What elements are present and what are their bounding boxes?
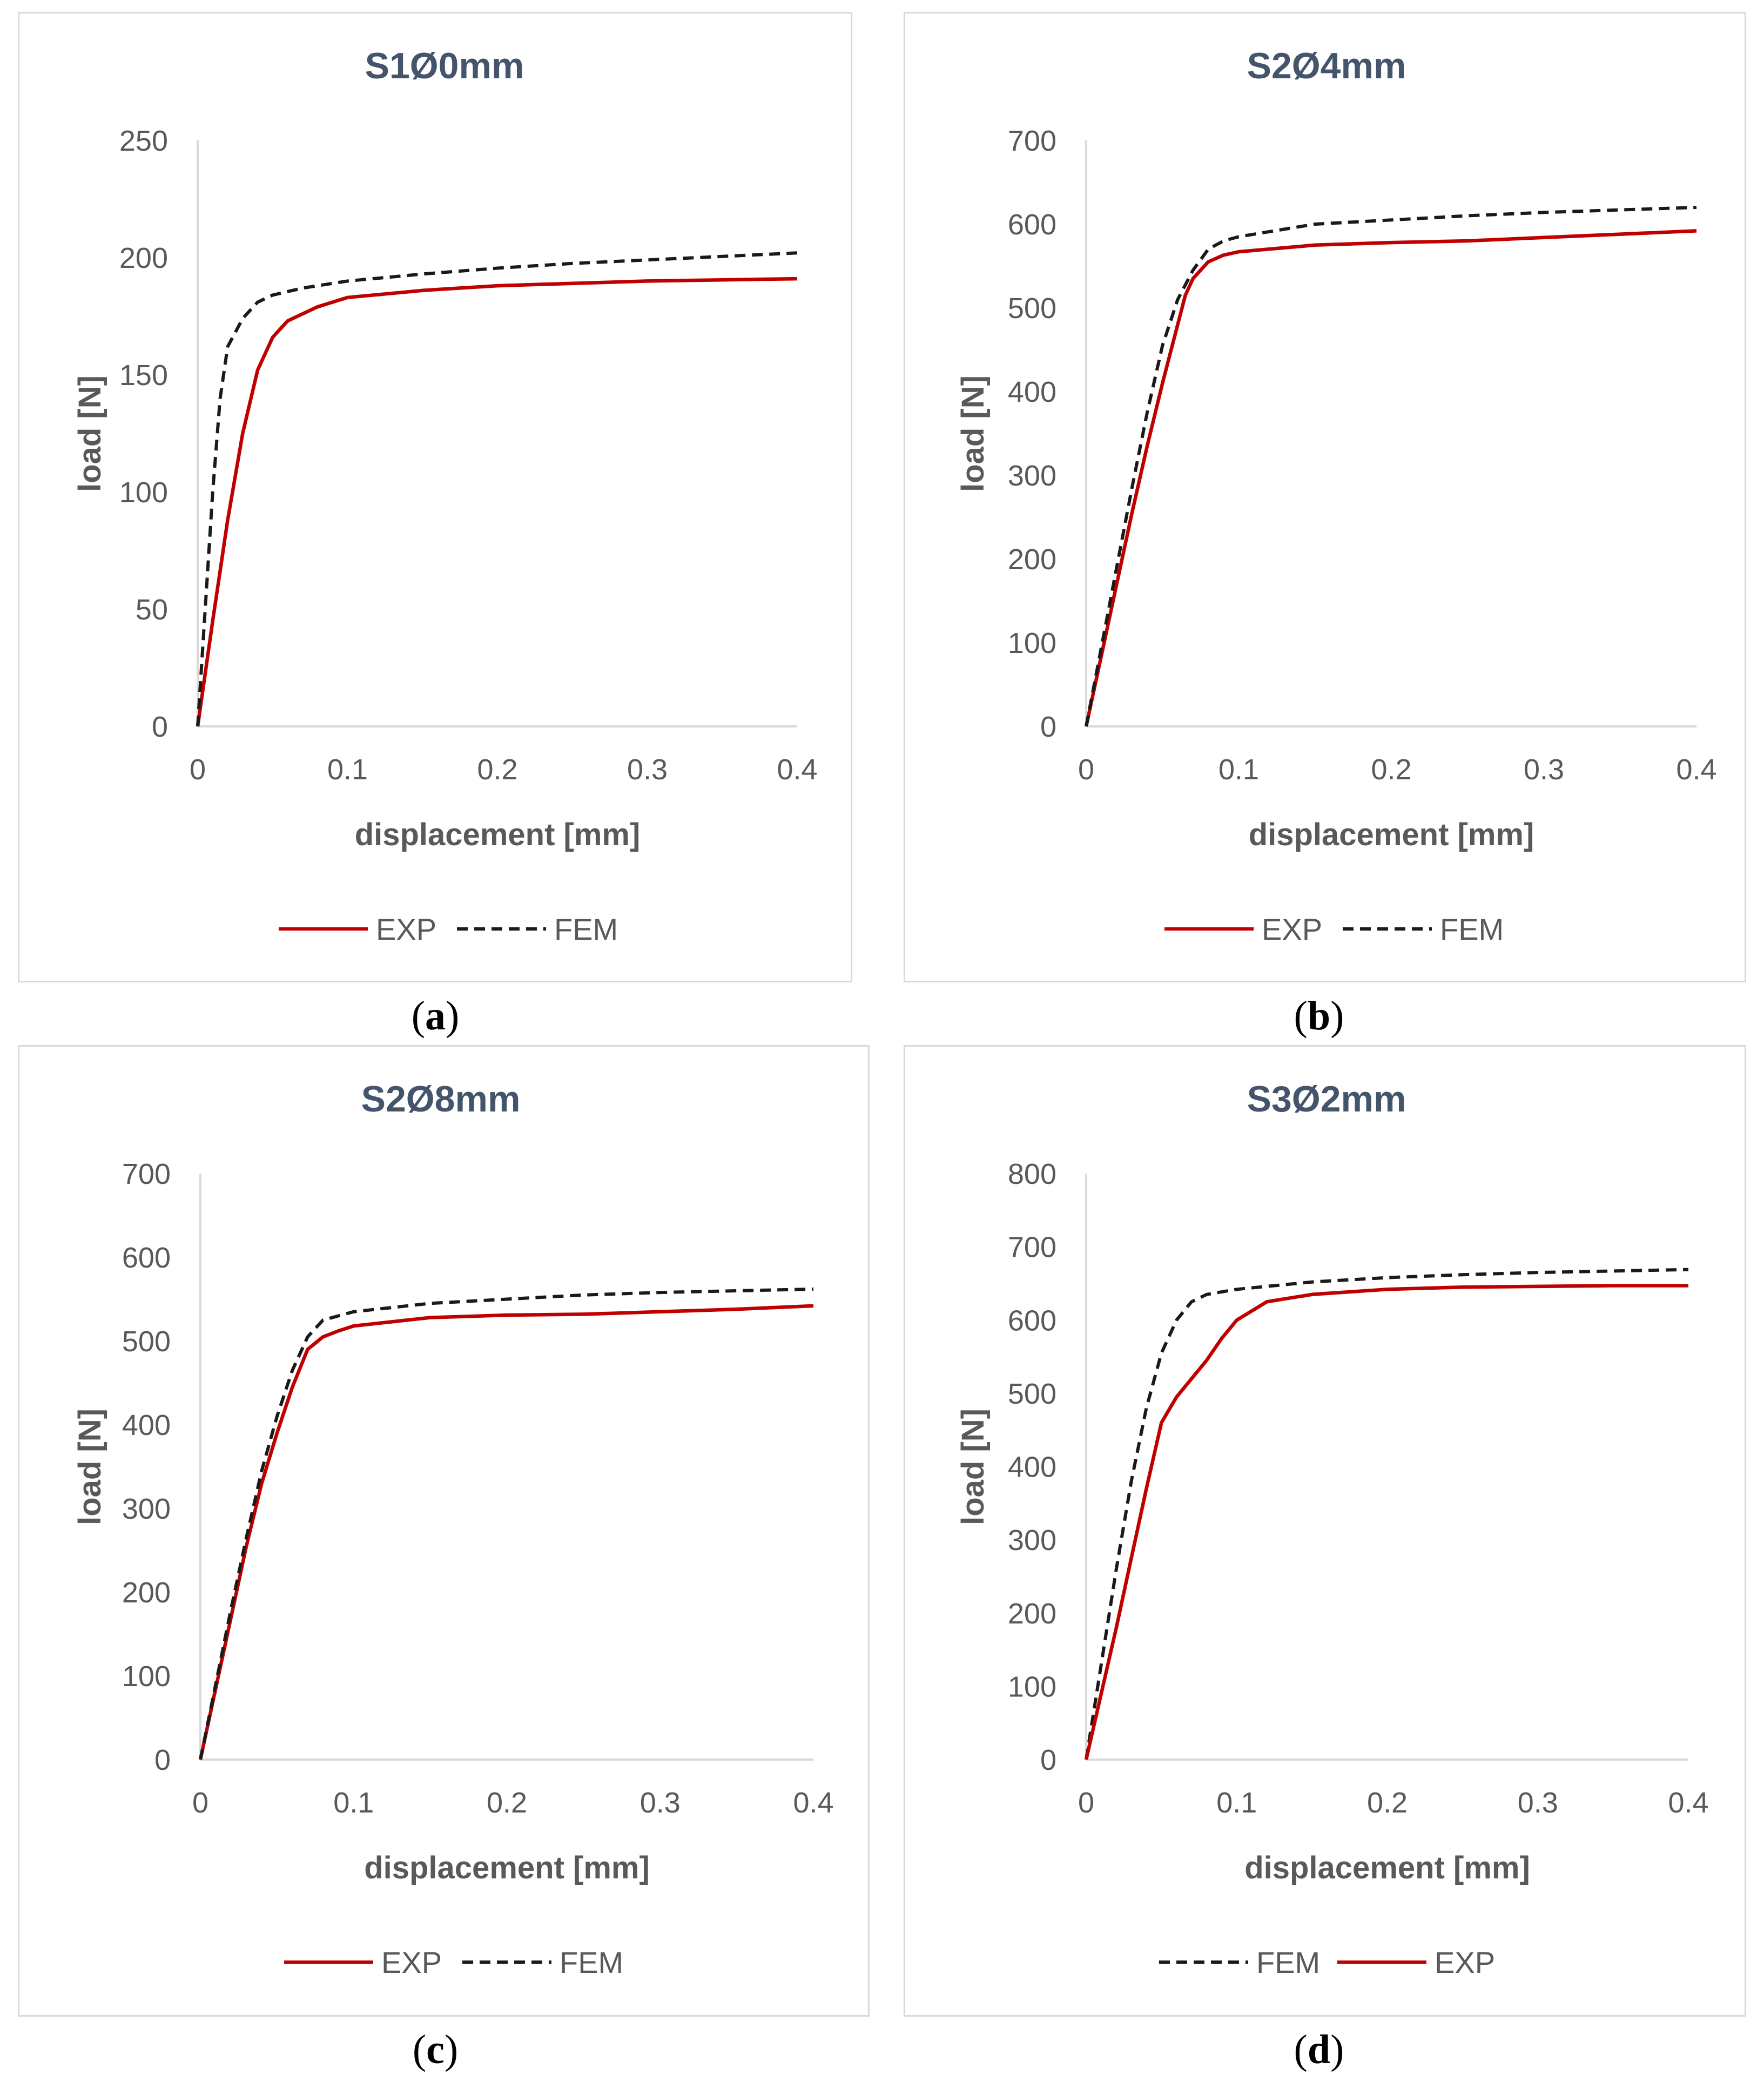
y-tick-label: 500 bbox=[1008, 1378, 1056, 1410]
y-tick-label: 250 bbox=[119, 125, 168, 157]
y-tick-label: 200 bbox=[1008, 1598, 1056, 1630]
y-tick-label: 300 bbox=[122, 1493, 171, 1525]
series-line-exp bbox=[1084, 1284, 1688, 1760]
y-tick-label: 400 bbox=[1008, 376, 1056, 408]
legend-label-exp: EXP bbox=[381, 1945, 442, 1979]
y-tick-label: 200 bbox=[119, 242, 168, 274]
y-tick-label: 200 bbox=[122, 1576, 171, 1609]
panel-caption-d: (d) bbox=[1294, 2027, 1344, 2072]
y-tick-label: 0 bbox=[154, 1744, 171, 1776]
y-axis-label: load [N] bbox=[72, 1409, 107, 1525]
chart-svg-b: S2Ø4mm 0 100 200 300 400 500 600 700 0 0.1 0.2 0.3 0.… bbox=[955, 45, 1717, 946]
y-tick-label: 700 bbox=[1008, 1231, 1056, 1264]
legend-label-fem: FEM bbox=[1256, 1945, 1320, 1979]
x-tick-label: 0.3 bbox=[1524, 753, 1564, 786]
x-tick-label: 0.3 bbox=[1518, 1787, 1558, 1819]
y-tick-label: 600 bbox=[122, 1242, 171, 1274]
y-tick-label: 0 bbox=[1040, 1744, 1056, 1776]
legend-label-fem: FEM bbox=[554, 912, 618, 946]
chart-title: S2Ø4mm bbox=[1247, 45, 1406, 86]
y-tick-label: 600 bbox=[1008, 208, 1056, 241]
y-tick-label: 100 bbox=[1008, 627, 1056, 659]
panel-caption-a: (a) bbox=[411, 993, 460, 1039]
x-tick-label: 0 bbox=[1078, 753, 1094, 786]
chart-title: S3Ø2mm bbox=[1247, 1079, 1406, 1120]
y-tick-label: 100 bbox=[1008, 1670, 1056, 1703]
y-tick-label: 700 bbox=[1008, 125, 1056, 157]
chart-panel-d: S3Ø2mm 0 100 200 300 400 500 600 700 800 0 0.1 0.2 0.… bbox=[904, 1045, 1746, 2017]
y-tick-label: 0 bbox=[152, 711, 168, 743]
chart-title: S2Ø8mm bbox=[361, 1079, 521, 1120]
y-tick-label: 300 bbox=[1008, 1524, 1056, 1557]
x-tick-label: 0.1 bbox=[333, 1787, 374, 1819]
x-tick-label: 0.4 bbox=[1668, 1787, 1708, 1819]
x-axis-label: displacement [mm] bbox=[1249, 817, 1534, 852]
x-tick-label: 0.4 bbox=[793, 1787, 833, 1819]
y-tick-label: 0 bbox=[1040, 711, 1056, 743]
y-tick-label: 400 bbox=[1008, 1451, 1056, 1484]
x-axis-label: displacement [mm] bbox=[364, 1850, 650, 1885]
y-tick-label: 400 bbox=[122, 1409, 171, 1441]
chart-panel-a: S1Ø0mm 0 50 100 150 200 250 0 0.1 0.2 0.3 0.4 displa… bbox=[18, 12, 852, 982]
legend-label-exp: EXP bbox=[1262, 912, 1322, 946]
chart-svg-c: S2Ø8mm 0 100 200 300 400 500 600 700 0 0.1 0.2 0.3 0.… bbox=[72, 1079, 834, 1979]
y-tick-label: 600 bbox=[1008, 1304, 1056, 1337]
y-tick-label: 300 bbox=[1008, 460, 1056, 492]
y-tick-label: 50 bbox=[136, 594, 168, 626]
x-tick-label: 0 bbox=[1078, 1787, 1094, 1819]
y-axis-label: load [N] bbox=[72, 375, 107, 492]
chart-panel-c: S2Ø8mm 0 100 200 300 400 500 600 700 0 0.1 0.2 0.3 0.… bbox=[18, 1045, 870, 2017]
x-tick-label: 0 bbox=[192, 1787, 208, 1819]
legend-label-fem: FEM bbox=[560, 1945, 623, 1979]
chart-svg-d: S3Ø2mm 0 100 200 300 400 500 600 700 800 0 0.1 0.2 0.… bbox=[955, 1079, 1709, 1979]
y-tick-label: 800 bbox=[1008, 1158, 1056, 1190]
y-axis-label: load [N] bbox=[955, 375, 991, 492]
series-line-fem bbox=[1085, 206, 1697, 727]
y-tick-label: 100 bbox=[119, 476, 168, 509]
x-tick-label: 0.2 bbox=[487, 1787, 527, 1819]
y-tick-label: 500 bbox=[1008, 292, 1056, 325]
x-tick-label: 0.1 bbox=[327, 753, 368, 786]
y-tick-label: 100 bbox=[122, 1660, 171, 1693]
x-tick-label: 0.2 bbox=[477, 753, 517, 786]
chart-panel-b: S2Ø4mm 0 100 200 300 400 500 600 700 0 0.1 0.2 0.3 0.… bbox=[904, 12, 1746, 982]
x-tick-label: 0.3 bbox=[627, 753, 668, 786]
y-tick-label: 200 bbox=[1008, 543, 1056, 576]
y-tick-label: 500 bbox=[122, 1325, 171, 1358]
panel-caption-c: (c) bbox=[412, 2027, 459, 2072]
y-tick-label: 700 bbox=[122, 1158, 171, 1190]
series-line-exp bbox=[196, 277, 798, 727]
series-line-fem bbox=[196, 251, 798, 727]
x-tick-label: 0.1 bbox=[1216, 1787, 1257, 1819]
legend-label-fem: FEM bbox=[1440, 912, 1504, 946]
chart-title: S1Ø0mm bbox=[365, 45, 524, 86]
y-tick-label: 150 bbox=[119, 359, 168, 392]
legend-label-exp: EXP bbox=[376, 912, 436, 946]
legend-label-exp: EXP bbox=[1435, 1945, 1495, 1979]
series-line-fem bbox=[199, 1287, 814, 1760]
x-tick-label: 0.4 bbox=[777, 753, 817, 786]
x-tick-label: 0.3 bbox=[640, 1787, 681, 1819]
chart-svg-a: S1Ø0mm 0 50 100 150 200 250 0 0.1 0.2 0.3 0.4 displa… bbox=[72, 45, 818, 946]
x-tick-label: 0.1 bbox=[1218, 753, 1259, 786]
series-line-exp bbox=[198, 1304, 814, 1760]
x-tick-label: 0 bbox=[190, 753, 206, 786]
x-tick-label: 0.2 bbox=[1367, 1787, 1408, 1819]
series-line-fem bbox=[1085, 1268, 1689, 1760]
y-axis-label: load [N] bbox=[955, 1409, 991, 1525]
panel-caption-b: (b) bbox=[1294, 993, 1344, 1039]
x-tick-label: 0.4 bbox=[1676, 753, 1716, 786]
series-line-exp bbox=[1084, 229, 1697, 727]
x-axis-label: displacement [mm] bbox=[1244, 1850, 1530, 1885]
x-tick-label: 0.2 bbox=[1371, 753, 1411, 786]
x-axis-label: displacement [mm] bbox=[355, 817, 641, 852]
